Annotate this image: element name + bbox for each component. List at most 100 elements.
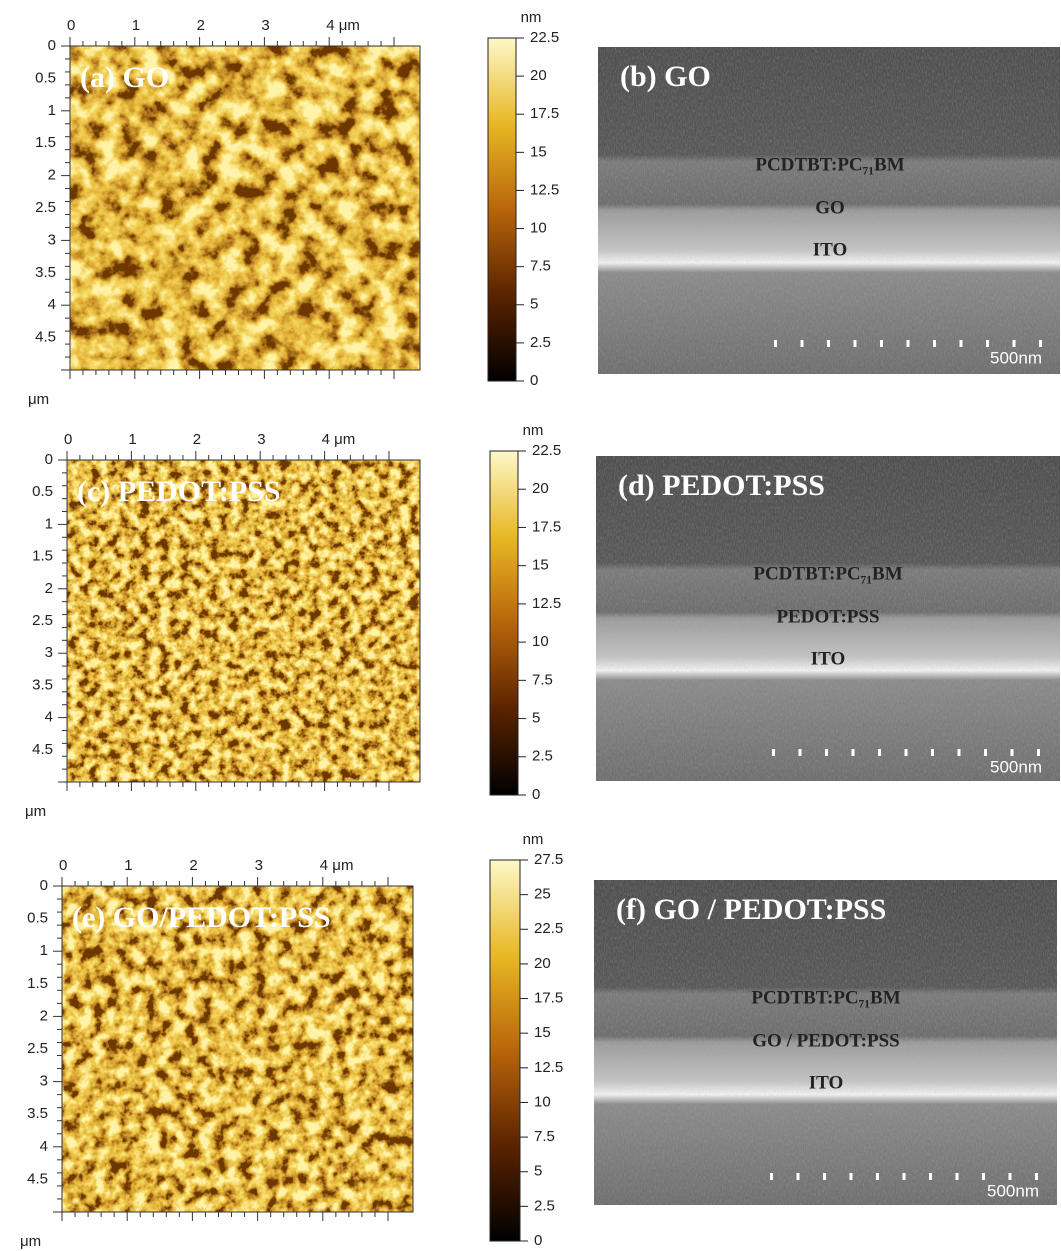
colorbar-tick-label: 15 [534,1024,551,1041]
colorbar-unit: nm [523,422,544,439]
y-tick-label: 4 [48,296,56,313]
colorbar-tick-label: 17.5 [534,990,563,1007]
afm-image [67,460,420,782]
scale-bar-dot [800,340,804,347]
afm-frame [61,885,414,1213]
colorbar-tick-label: 22.5 [532,442,561,459]
colorbar-tick-label: 15 [532,557,549,574]
y-tick-label: 4 [45,709,53,726]
colorbar [489,859,521,1242]
x-tick-label: 0 [59,857,67,874]
y-tick-label: 3 [40,1073,48,1090]
colorbar-tick-label: 5 [530,296,538,313]
colorbar-tick-label: 0 [534,1232,542,1249]
y-tick-label: 4.5 [27,1170,48,1187]
scale-bar-dot [931,749,934,756]
colorbar-tick-label: 22.5 [534,920,563,937]
panel-label: (a) GO [80,61,169,94]
scale-bar-dot [1037,749,1040,756]
y-tick-label: 1 [48,102,56,119]
scale-bar-dot [796,1173,800,1180]
scale-bar-dot [1035,1173,1038,1180]
scale-bar-dot [982,1173,985,1180]
x-tick-label: 1 [128,431,136,448]
y-tick-label: 3.5 [32,676,53,693]
colorbar-tick-label: 27.5 [534,851,563,868]
layer-label: ITO [809,1072,844,1093]
sem-noise [596,456,1060,781]
colorbar-tick-label: 20 [534,955,551,972]
scale-bar-dot [959,340,963,347]
x-tick-label: 3 [261,17,269,34]
y-tick-label: 4.5 [32,741,53,758]
y-tick-label: 0.5 [27,910,48,927]
scale-bar-dot [933,340,936,347]
scale-bar-dot [902,1173,906,1180]
colorbar-tick-label: 22.5 [530,29,559,46]
colorbar-tick-label: 12.5 [534,1059,563,1076]
colorbar-tick-label: 2.5 [534,1197,555,1214]
x-tick-label: 0 [64,431,72,448]
scale-bar-dot [825,749,828,756]
colorbar-tick-label: 7.5 [530,258,551,275]
panel-label: (e) GO/PEDOT:PSS [72,901,331,934]
scale-bar-dot [955,1173,959,1180]
afm-image [70,46,420,370]
colorbar-tick-label: 20 [532,480,549,497]
scale-bar-dot [1010,749,1014,756]
x-tick-label: 2 [189,857,197,874]
layer-label: ITO [811,648,846,669]
afm-frame [69,45,421,371]
colorbar-tick-label: 7.5 [532,671,553,688]
scale-bar-dot [878,749,881,756]
y-tick-label: 4 [40,1138,48,1155]
colorbar-tick-label: 5 [534,1163,542,1180]
colorbar-tick-label: 10 [534,1093,551,1110]
scale-bar-dot [876,1173,879,1180]
scale-bar-dot [798,749,802,756]
y-tick-label: 1.5 [32,548,53,565]
scale-bar-dot [906,340,910,347]
scale-bar-dot [849,1173,853,1180]
scale-bar-dot [770,1173,773,1180]
colorbar-tick-label: 0 [530,372,538,389]
x-tick-label: 1 [132,17,140,34]
scale-bar-dot [986,340,989,347]
scale-bar-dot [774,340,777,347]
scale-bar-dot [984,749,987,756]
y-tick-label: 4.5 [35,329,56,346]
y-tick-label: 3 [45,644,53,661]
sem-noise [598,47,1060,374]
x-tick-label: 4 μm [326,17,360,34]
colorbar-tick-label: 5 [532,710,540,727]
scale-bar-dot [880,340,883,347]
y-tick-label: 3.5 [27,1105,48,1122]
layer-label: GO / PEDOT:PSS [752,1030,899,1051]
y-tick-label: 0 [48,37,56,54]
afm-frame [66,459,421,783]
scale-bar-dot [1039,340,1042,347]
y-tick-label: 2 [45,580,53,597]
x-tick-label: 4 μm [322,431,356,448]
y-tick-label: 2.5 [32,612,53,629]
scale-bar-dot [929,1173,932,1180]
y-tick-label: 0.5 [32,483,53,500]
y-tick-label: 1.5 [35,134,56,151]
y-tick-label: 2.5 [27,1040,48,1057]
panel-label: (f) GO / PEDOT:PSS [616,893,886,926]
scale-bar-dot [772,749,775,756]
y-tick-label: 3 [48,231,56,248]
y-tick-label: 0 [45,451,53,468]
colorbar [489,450,519,796]
scale-bar-label: 500nm [990,757,1042,776]
x-tick-label: 1 [124,857,132,874]
x-tick-label: 3 [257,431,265,448]
unit-label: μm [20,1233,41,1250]
layer-label: PEDOT:PSS [776,606,879,627]
colorbar-tick-label: 25 [534,886,551,903]
colorbar-tick-label: 10 [532,633,549,650]
scale-bar-dot [853,340,857,347]
afm-image [62,886,413,1212]
x-tick-label: 3 [255,857,263,874]
